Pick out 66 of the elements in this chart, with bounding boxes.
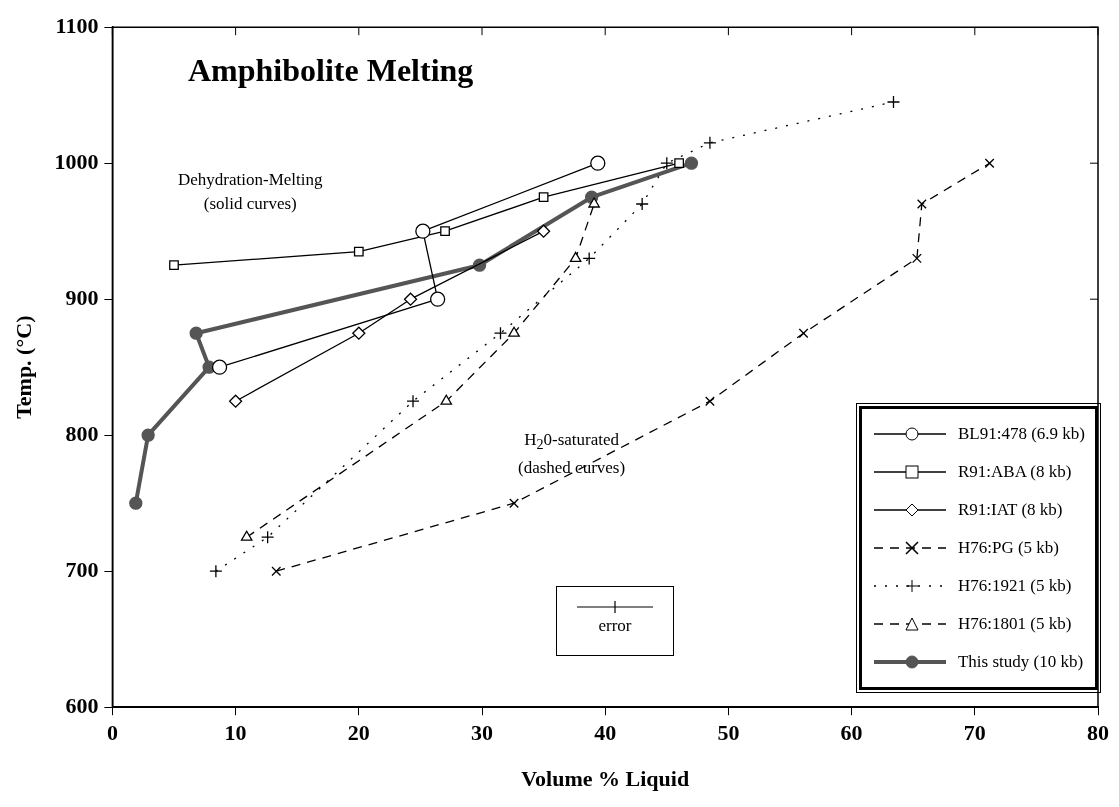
- point: [440, 226, 450, 237]
- x-tick-label: 30: [471, 720, 493, 746]
- point: [169, 260, 179, 271]
- point: [798, 328, 809, 339]
- x-tick-label: 70: [963, 720, 986, 746]
- legend-label: This study (10 kb): [957, 652, 1084, 672]
- x-tick-label: 20: [347, 720, 370, 746]
- x-tick-label: 0: [106, 720, 118, 746]
- point: [141, 428, 155, 442]
- point: [509, 498, 519, 509]
- point: [353, 246, 364, 257]
- legend-label: BL91:478 (6.9 kb): [957, 424, 1085, 444]
- point: [588, 197, 600, 208]
- point: [209, 564, 223, 578]
- y-tick-label: 600: [65, 692, 99, 718]
- annotation: Dehydration-Melting (solid curves): [178, 169, 323, 215]
- x-tick-label: 10: [224, 720, 247, 746]
- annotation: error: [597, 616, 633, 636]
- point: [493, 326, 508, 340]
- y-tick-label: 1100: [55, 12, 99, 38]
- legend-label: H76:1921 (5 kb): [957, 576, 1072, 596]
- point: [536, 224, 551, 238]
- point: [635, 197, 649, 211]
- y-tick-label: 1000: [54, 148, 99, 174]
- legend-label: R91:ABA (8 kb): [957, 462, 1072, 482]
- point: [240, 530, 253, 541]
- y-tick-label: 700: [65, 556, 99, 582]
- x-tick-label: 50: [717, 720, 740, 746]
- point: [508, 326, 520, 337]
- point: [403, 292, 418, 306]
- point: [674, 158, 685, 169]
- point: [440, 394, 453, 405]
- point: [660, 156, 674, 170]
- point: [912, 253, 922, 264]
- legend-label: R91:IAT (8 kb): [957, 500, 1063, 520]
- point: [916, 199, 927, 209]
- point: [569, 251, 582, 263]
- point: [211, 359, 228, 375]
- point: [705, 396, 715, 407]
- y-tick-label: 800: [65, 420, 99, 446]
- point: [406, 394, 420, 408]
- x-tick-label: 40: [594, 720, 617, 746]
- point: [538, 192, 549, 203]
- x-axis-title: Volume % Liquid: [521, 766, 690, 792]
- point: [228, 394, 243, 408]
- point: [415, 223, 431, 239]
- x-tick-label: 60: [840, 720, 863, 746]
- point: [189, 326, 203, 340]
- point: [886, 95, 901, 109]
- point: [430, 291, 446, 307]
- x-tick-label: 80: [1087, 720, 1109, 746]
- point: [352, 326, 366, 340]
- y-axis-title: Temp. (°C): [10, 315, 36, 419]
- legend-label: H76:1801 (5 kb): [957, 614, 1072, 634]
- point: [271, 566, 282, 577]
- y-tick-label: 900: [65, 284, 99, 310]
- point: [984, 158, 995, 169]
- point: [582, 251, 596, 266]
- point: [684, 156, 699, 170]
- annotation: H$_{2}$0-saturated (dashed curves): [518, 429, 626, 480]
- point: [590, 155, 606, 171]
- point: [703, 136, 717, 150]
- legend-label: H76:PG (5 kb): [957, 538, 1060, 558]
- point: [260, 530, 275, 544]
- text: Amphibolite Melting: [188, 52, 474, 89]
- point: [129, 496, 143, 510]
